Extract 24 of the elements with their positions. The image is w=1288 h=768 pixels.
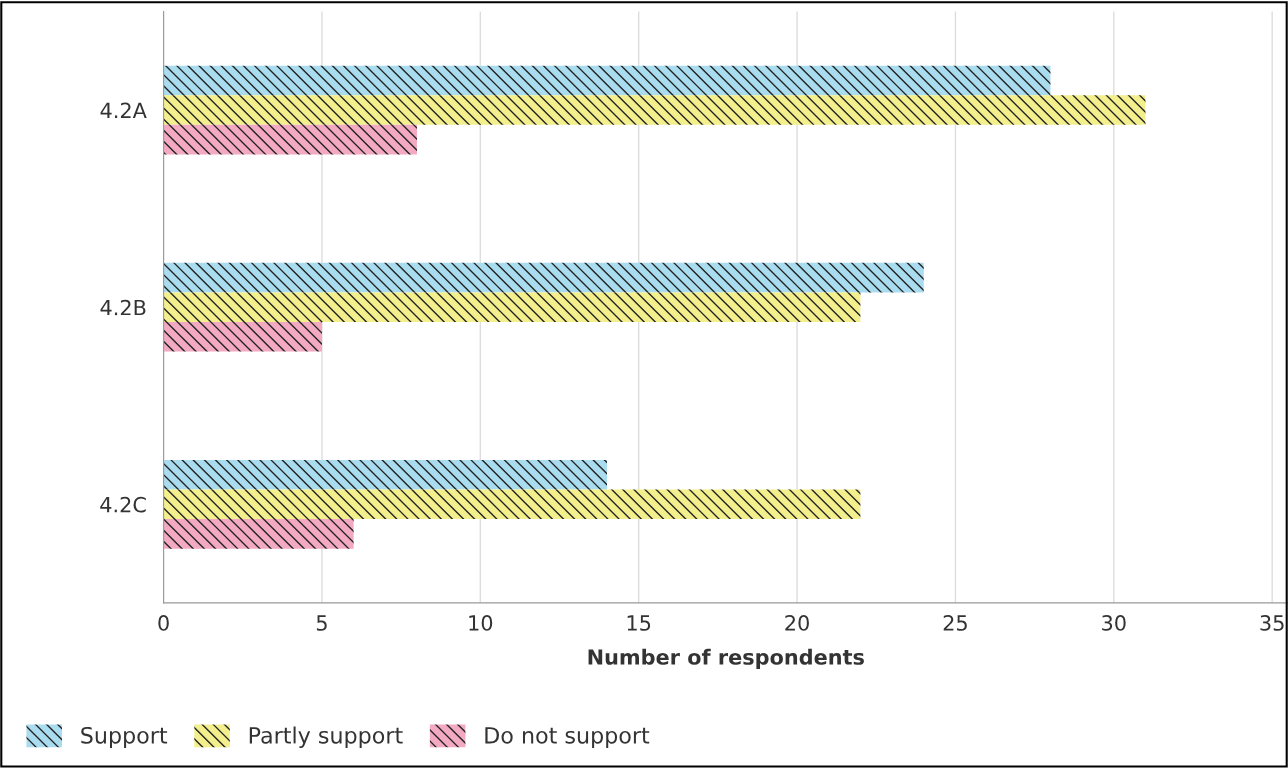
x-axis-title: Number of respondents [588, 648, 864, 669]
y-tick-label: 4.2A [100, 102, 147, 118]
y-tick-label: 4.2C [100, 496, 146, 513]
x-tick-label: 5 [316, 615, 327, 631]
x-tick-label: 35 [1260, 615, 1284, 631]
x-tick-label: 15 [627, 615, 651, 631]
bar [163, 95, 1146, 125]
bar [163, 321, 322, 352]
legend-label: Do not support [485, 727, 650, 748]
x-tick-label: 30 [1102, 615, 1126, 631]
x-tick-label: 25 [943, 615, 967, 631]
bar [163, 519, 354, 549]
bar [163, 459, 608, 490]
legend-label: Partly support [249, 726, 403, 748]
bar [163, 124, 417, 155]
legend-label: Support [81, 726, 168, 748]
bar [163, 489, 861, 520]
y-tick-label: 4.2B [100, 299, 146, 316]
bar [163, 262, 924, 293]
bar [163, 292, 861, 322]
x-tick-label: 10 [469, 615, 493, 631]
x-tick-label: 20 [785, 615, 809, 631]
bar [163, 65, 1051, 96]
x-tick-label: 0 [158, 615, 169, 631]
